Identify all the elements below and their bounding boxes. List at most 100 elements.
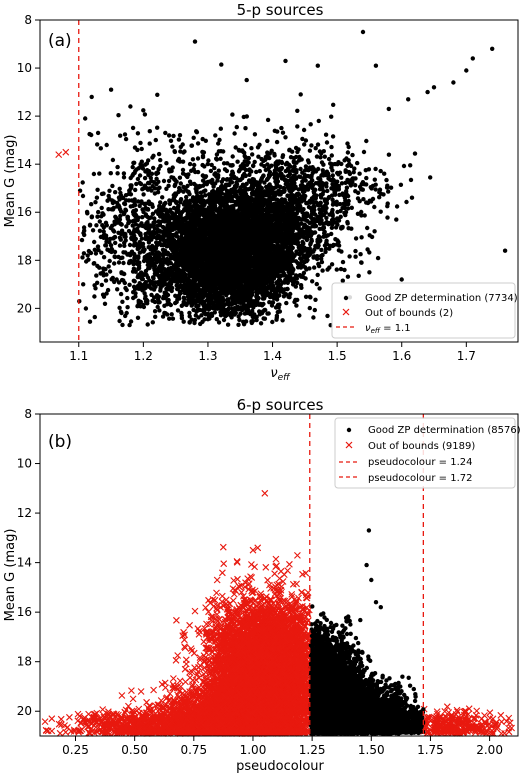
data-point <box>279 286 283 290</box>
data-point <box>255 315 259 319</box>
data-point <box>270 320 274 324</box>
data-point <box>319 254 323 258</box>
data-point <box>353 255 357 259</box>
data-point <box>313 298 317 302</box>
data-point <box>251 315 255 319</box>
data-point <box>280 318 284 322</box>
data-point <box>276 282 280 286</box>
data-point <box>218 292 222 296</box>
data-point <box>207 285 211 289</box>
data-point <box>293 298 297 302</box>
data-point <box>202 287 206 291</box>
data-point <box>259 321 263 325</box>
data-point <box>347 254 351 258</box>
data-point <box>196 303 200 307</box>
data-point <box>277 303 281 307</box>
data-point <box>170 312 174 316</box>
data-point <box>267 311 271 315</box>
data-point <box>153 309 157 313</box>
data-point <box>276 310 280 314</box>
data-point <box>247 304 251 308</box>
data-point <box>222 318 226 322</box>
data-point <box>183 283 187 287</box>
panel-a-title: 5-p sources <box>237 1 324 19</box>
data-point <box>313 308 317 312</box>
data-point <box>263 317 267 321</box>
data-point <box>304 259 308 263</box>
data-point <box>274 305 278 309</box>
data-point <box>212 301 216 305</box>
data-point <box>149 293 153 297</box>
data-point <box>316 273 320 277</box>
data-point <box>191 157 195 161</box>
data-point <box>359 235 363 239</box>
data-point <box>236 323 240 327</box>
data-point <box>223 303 227 307</box>
data-point <box>308 306 312 310</box>
data-point <box>332 243 336 247</box>
data-point <box>284 301 288 305</box>
data-point <box>275 316 279 320</box>
data-point <box>128 243 132 247</box>
data-point <box>182 300 186 304</box>
data-point <box>207 301 211 305</box>
data-point <box>271 300 275 304</box>
data-point <box>237 169 241 173</box>
data-point <box>250 299 254 303</box>
data-point <box>361 197 365 201</box>
data-point <box>153 315 157 319</box>
data-point <box>202 307 206 311</box>
data-point <box>210 288 214 292</box>
data-point <box>261 293 265 297</box>
data-point <box>223 277 227 281</box>
data-point <box>205 294 209 298</box>
data-point <box>240 306 244 310</box>
data-point <box>244 283 248 287</box>
data-point <box>315 282 319 286</box>
data-point <box>341 279 345 283</box>
data-point <box>231 312 235 316</box>
data-point <box>394 217 398 221</box>
data-point <box>263 280 267 284</box>
data-point <box>199 313 203 317</box>
data-point <box>245 311 249 315</box>
data-point <box>260 303 264 307</box>
data-point <box>251 305 255 309</box>
data-point <box>346 275 350 279</box>
data-point <box>307 266 311 270</box>
data-point <box>272 265 276 269</box>
data-point <box>195 297 199 301</box>
data-point <box>263 308 267 312</box>
data-point <box>257 309 261 313</box>
data-point <box>365 226 369 230</box>
data-point <box>250 321 254 325</box>
data-point <box>198 322 202 326</box>
data-point <box>259 286 263 290</box>
data-point <box>259 264 263 268</box>
data-point <box>239 286 243 290</box>
data-point <box>299 283 303 287</box>
data-point <box>275 287 279 291</box>
data-point <box>255 302 259 306</box>
panel-a: 5-p sources 1.1 1.2 1.3 1.4 1.5 1.6 1.7 810121… <box>3 1 518 383</box>
data-point <box>284 292 288 296</box>
data-point <box>226 323 230 327</box>
data-point <box>248 294 252 298</box>
data-point <box>238 312 242 316</box>
data-point <box>255 296 259 300</box>
data-point <box>192 270 196 274</box>
data-point <box>257 275 261 279</box>
data-point <box>193 318 197 322</box>
data-point <box>271 274 275 278</box>
data-point <box>125 305 129 309</box>
data-point <box>269 285 273 289</box>
data-point <box>297 313 301 317</box>
data-point <box>244 319 248 323</box>
data-point <box>179 234 183 238</box>
data-point <box>232 306 236 310</box>
data-point <box>120 323 124 327</box>
data-point <box>310 279 314 283</box>
data-point <box>220 308 224 312</box>
data-point <box>283 278 287 282</box>
